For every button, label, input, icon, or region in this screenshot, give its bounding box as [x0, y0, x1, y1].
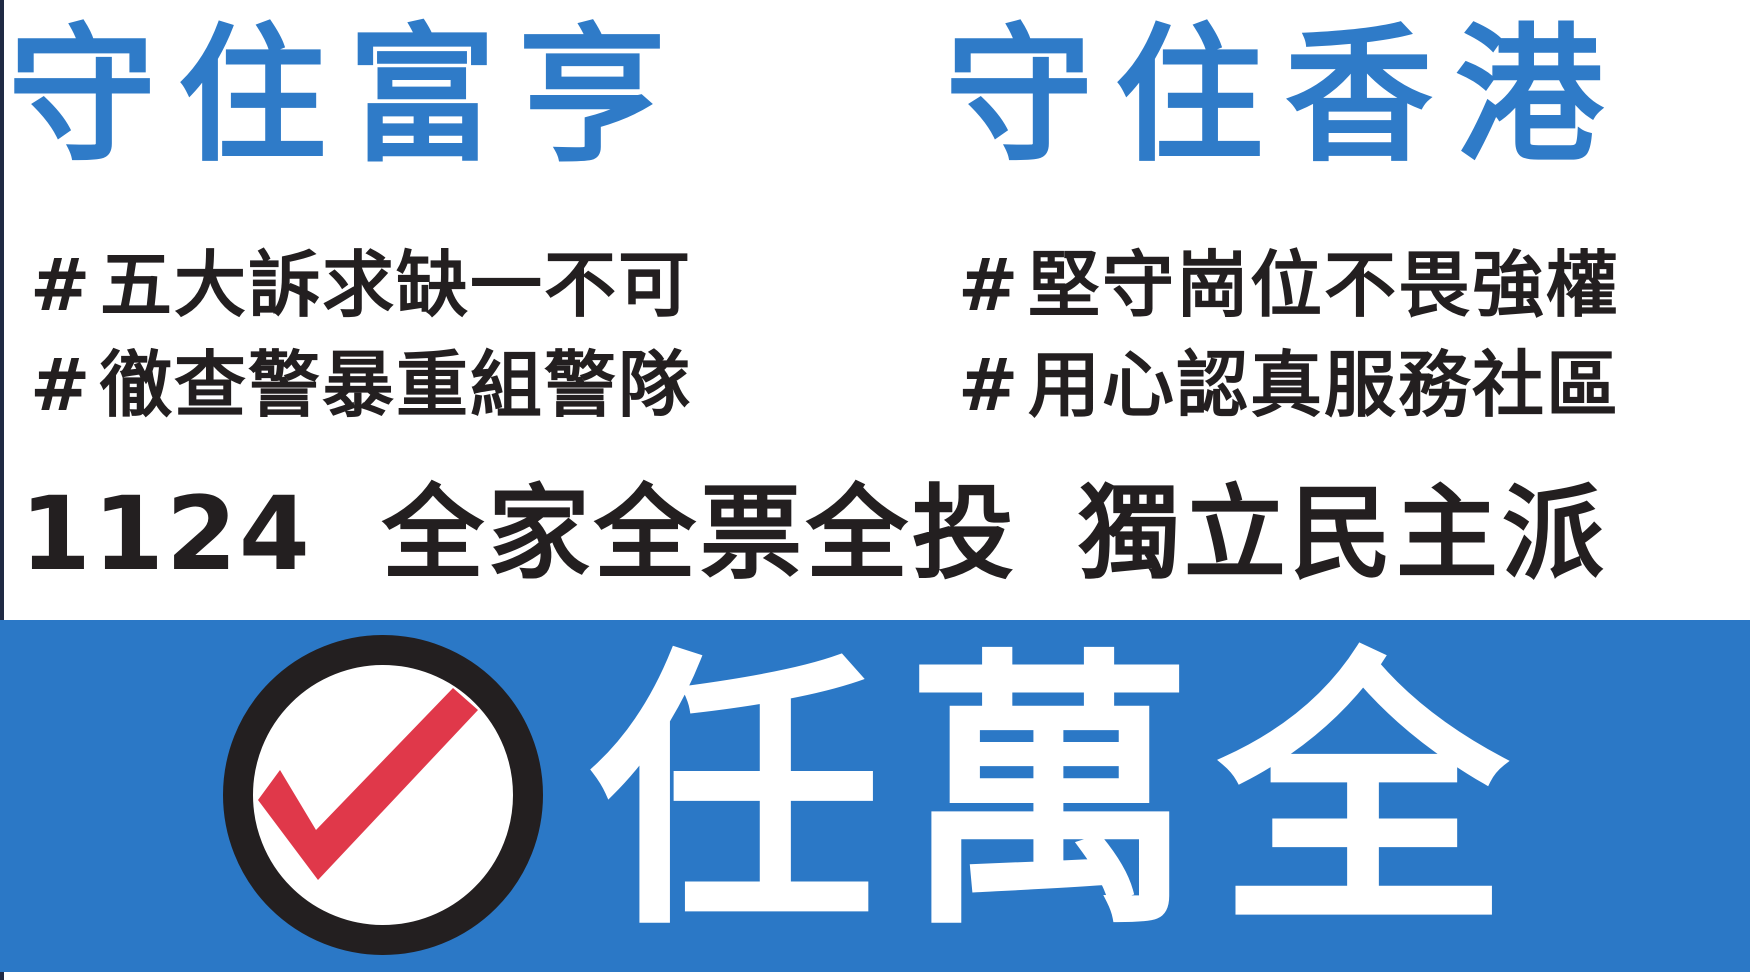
political-camp: 獨立民主派 — [1077, 475, 1608, 594]
hash-symbol: # — [30, 343, 93, 427]
hashtags-right: # 堅守崗位不畏強權 # 用心認真服務社區 — [958, 235, 1620, 435]
vote-phrase: 全家全票全投 — [381, 475, 1018, 594]
election-call-line: 1124 全家全票全投 獨立民主派 — [20, 470, 1608, 600]
hashtags-left: # 五大訴求缺一不可 # 徹查警暴重組警隊 — [30, 235, 692, 435]
hashtag-item: # 徹查警暴重組警隊 — [30, 335, 692, 435]
slogan-right: 守住香港 — [945, 8, 1625, 182]
election-date: 1124 — [20, 475, 312, 594]
slogan-left: 守住富亨 — [8, 8, 688, 182]
hash-symbol: # — [30, 243, 93, 327]
candidate-band: 任萬全 — [0, 620, 1750, 972]
hashtag-text: 用心認真服務社區 — [1028, 343, 1621, 427]
hashtag-text: 徹查警暴重組警隊 — [100, 343, 693, 427]
left-border — [0, 0, 4, 980]
hash-symbol: # — [958, 343, 1021, 427]
hashtag-item: # 堅守崗位不畏強權 — [958, 235, 1620, 335]
hashtag-text: 五大訴求缺一不可 — [100, 243, 693, 327]
hash-symbol: # — [958, 243, 1021, 327]
hashtag-item: # 用心認真服務社區 — [958, 335, 1620, 435]
hashtag-item: # 五大訴求缺一不可 — [30, 235, 692, 335]
candidate-name: 任萬全 — [590, 627, 1532, 964]
hashtag-text: 堅守崗位不畏強權 — [1028, 243, 1621, 327]
check-in-circle-icon — [223, 635, 543, 955]
